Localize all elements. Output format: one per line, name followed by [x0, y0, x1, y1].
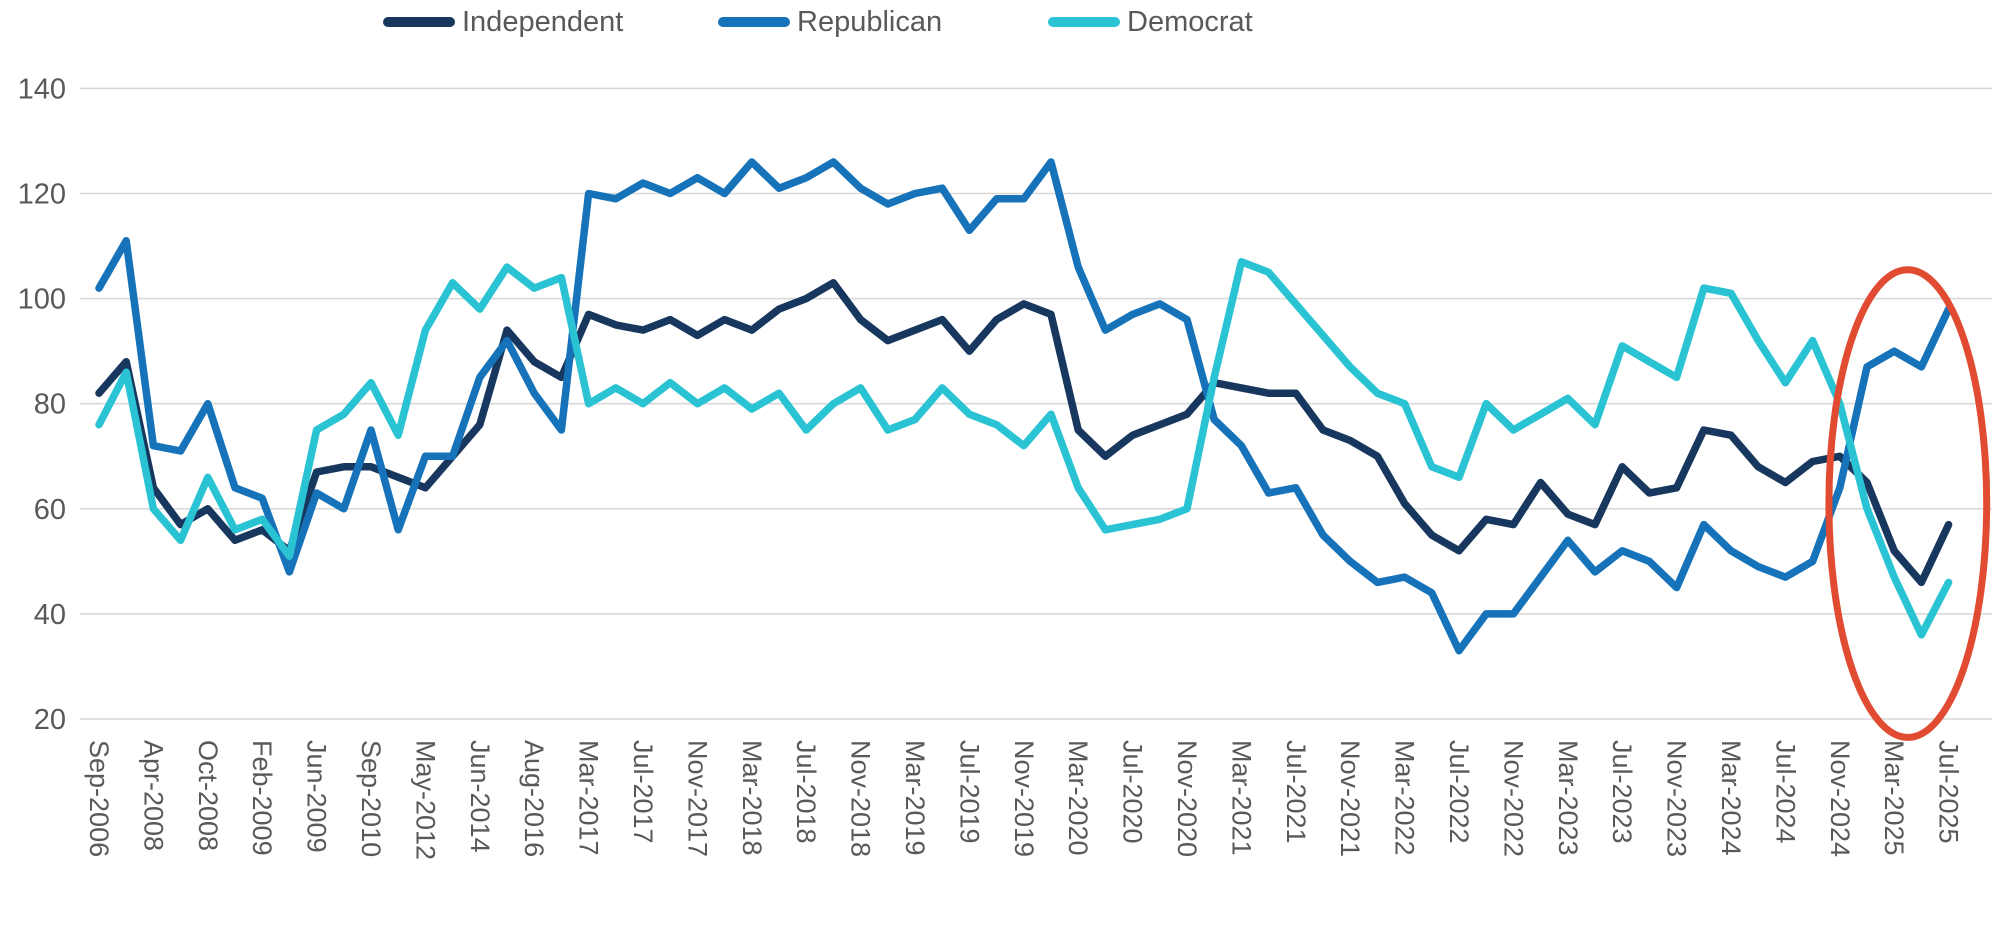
- x-tick-label-Mar-2022: Mar-2022: [1390, 740, 1420, 856]
- x-tick-label-Jul-2021: Jul-2021: [1281, 740, 1311, 844]
- series-line-democrat: [95, 258, 1953, 639]
- y-axis-tick-labels: 20 40 60 80 100 120 140: [18, 73, 66, 736]
- y-tick-label-140: 140: [18, 73, 66, 105]
- x-tick-label-Jul-2020: Jul-2020: [1118, 740, 1148, 844]
- x-tick-label-Sep-2010: Sep-2010: [356, 740, 386, 857]
- x-tick-label-Nov-2024: Nov-2024: [1825, 740, 1855, 857]
- x-tick-label-Nov-2017: Nov-2017: [682, 740, 712, 857]
- x-tick-label-May-2012: May-2012: [410, 740, 440, 860]
- x-axis-tick-labels: Sep-2006 Apr-2008 Oct-2008 Feb-2009 Jun-2009…: [84, 740, 1964, 860]
- x-tick-label-Jun-2009: Jun-2009: [302, 740, 332, 853]
- y-tick-label-20: 20: [34, 704, 66, 736]
- x-tick-label-Jun-2014: Jun-2014: [465, 740, 495, 853]
- series-line-republican: [95, 158, 1953, 655]
- x-tick-label-Nov-2021: Nov-2021: [1335, 740, 1365, 857]
- x-tick-label-Feb-2009: Feb-2009: [247, 740, 277, 856]
- x-tick-label-Nov-2023: Nov-2023: [1662, 740, 1692, 857]
- x-tick-label-Jul-2018: Jul-2018: [791, 740, 821, 844]
- gridlines: [80, 87, 1992, 720]
- y-tick-label-80: 80: [34, 389, 66, 421]
- x-tick-label-Mar-2018: Mar-2018: [737, 740, 767, 856]
- x-tick-label-Mar-2019: Mar-2019: [900, 740, 930, 856]
- x-tick-label-Mar-2023: Mar-2023: [1553, 740, 1583, 856]
- x-tick-label-Oct-2008: Oct-2008: [193, 740, 223, 851]
- y-tick-label-100: 100: [18, 284, 66, 316]
- x-tick-label-Nov-2019: Nov-2019: [1009, 740, 1039, 857]
- x-tick-label-Nov-2022: Nov-2022: [1498, 740, 1528, 857]
- x-tick-label-Jul-2025: Jul-2025: [1934, 740, 1964, 844]
- x-tick-label-Nov-2018: Nov-2018: [846, 740, 876, 857]
- series-line-independent: [95, 279, 1953, 587]
- x-tick-label-Jul-2017: Jul-2017: [628, 740, 658, 844]
- x-tick-label-Mar-2024: Mar-2024: [1716, 740, 1746, 856]
- x-tick-label-Mar-2020: Mar-2020: [1063, 740, 1093, 856]
- x-tick-label-Jul-2023: Jul-2023: [1607, 740, 1637, 844]
- x-tick-label-Aug-2016: Aug-2016: [519, 740, 549, 857]
- x-tick-label-Mar-2021: Mar-2021: [1226, 740, 1256, 856]
- x-tick-label-Mar-2017: Mar-2017: [574, 740, 604, 856]
- y-tick-label-120: 120: [18, 179, 66, 211]
- x-tick-label-Jul-2022: Jul-2022: [1444, 740, 1474, 844]
- annotation-ellipse-layer: [1825, 266, 1991, 741]
- x-tick-label-Jul-2024: Jul-2024: [1770, 740, 1800, 844]
- x-tick-label-Mar-2025: Mar-2025: [1879, 740, 1909, 856]
- x-tick-label-Nov-2020: Nov-2020: [1172, 740, 1202, 857]
- x-tick-label-Sep-2006: Sep-2006: [84, 740, 114, 857]
- y-tick-label-40: 40: [34, 599, 66, 631]
- x-tick-label-Apr-2008: Apr-2008: [138, 740, 168, 851]
- x-tick-label-Jul-2019: Jul-2019: [954, 740, 984, 844]
- highlight-ellipse: [1825, 266, 1991, 741]
- series-lines: [95, 158, 1953, 655]
- y-tick-label-60: 60: [34, 494, 66, 526]
